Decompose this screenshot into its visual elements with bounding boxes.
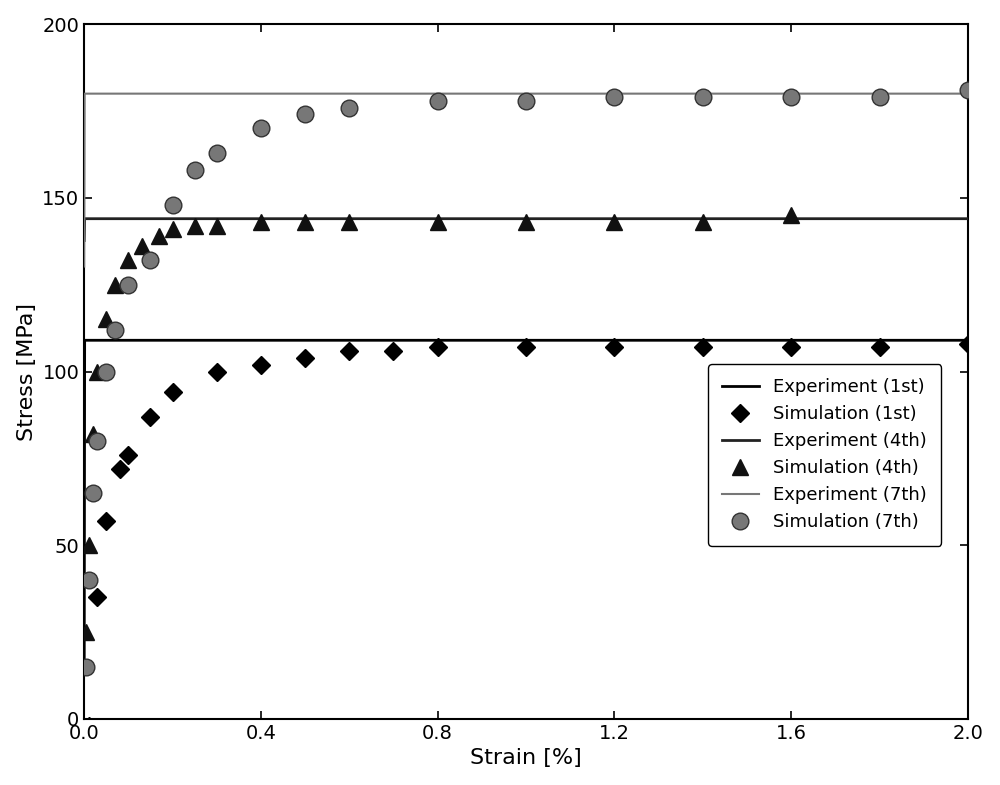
Legend: Experiment (1st), Simulation (1st), Experiment (4th), Simulation (4th), Experime: Experiment (1st), Simulation (1st), Expe…	[708, 364, 941, 546]
Y-axis label: Stress [MPa]: Stress [MPa]	[17, 302, 37, 440]
X-axis label: Strain [%]: Strain [%]	[470, 748, 582, 769]
